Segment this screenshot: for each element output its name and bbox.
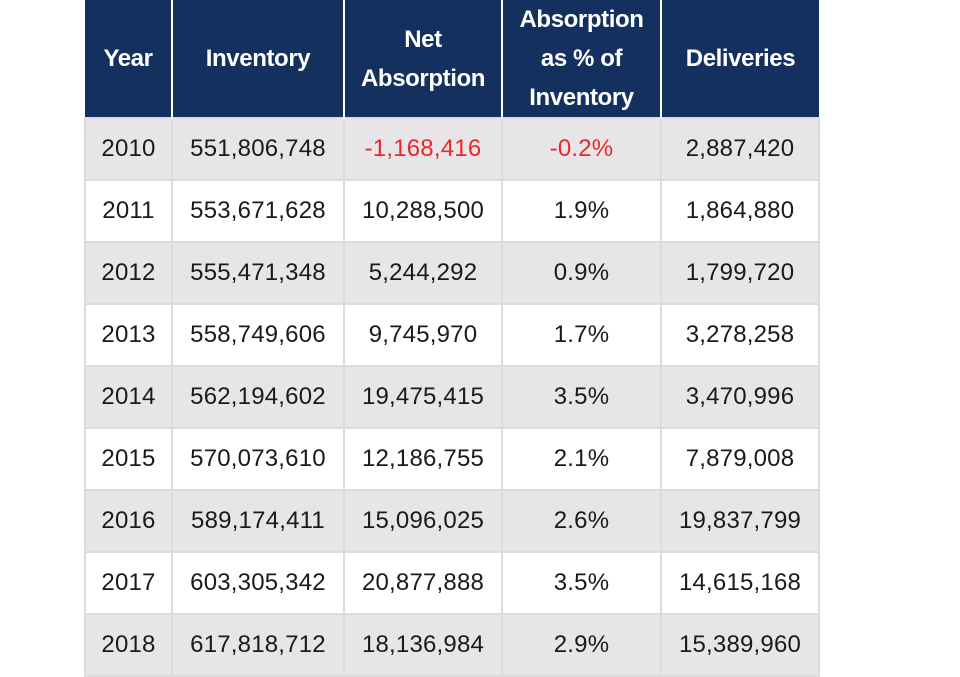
table-row: 2012 555,471,348 5,244,292 0.9% 1,799,72… [84, 241, 820, 305]
cell-inventory: 603,305,342 [171, 551, 345, 615]
cell-absorption-pct: 0.9% [501, 241, 662, 305]
cell-deliveries: 2,887,420 [660, 117, 820, 181]
table-row: 2018 617,818,712 18,136,984 2.9% 15,389,… [84, 613, 820, 677]
cell-absorption-pct: 1.9% [501, 179, 662, 243]
cell-absorption-pct: -0.2% [501, 117, 662, 181]
cell-deliveries: 3,278,258 [660, 303, 820, 367]
table-row: 2013 558,749,606 9,745,970 1.7% 3,278,25… [84, 303, 820, 367]
inventory-table-container: Year Inventory Net Absorption Absorption… [84, 0, 820, 677]
table-row: 2014 562,194,602 19,475,415 3.5% 3,470,9… [84, 365, 820, 429]
header-row: Year Inventory Net Absorption Absorption… [85, 0, 819, 118]
header-deliveries: Deliveries [661, 0, 819, 118]
cell-year: 2012 [84, 241, 173, 305]
cell-year: 2011 [84, 179, 173, 243]
cell-year: 2014 [84, 365, 173, 429]
cell-deliveries: 1,799,720 [660, 241, 820, 305]
cell-year: 2018 [84, 613, 173, 677]
table-row: 2010 551,806,748 -1,168,416 -0.2% 2,887,… [84, 117, 820, 181]
table-row: 2015 570,073,610 12,186,755 2.1% 7,879,0… [84, 427, 820, 491]
inventory-table: Year Inventory Net Absorption Absorption… [84, 0, 820, 677]
cell-deliveries: 3,470,996 [660, 365, 820, 429]
cell-net-absorption: 18,136,984 [343, 613, 503, 677]
cell-year: 2015 [84, 427, 173, 491]
cell-net-absorption: 19,475,415 [343, 365, 503, 429]
cell-net-absorption: 12,186,755 [343, 427, 503, 491]
table-row: 2017 603,305,342 20,877,888 3.5% 14,615,… [84, 551, 820, 615]
cell-absorption-pct: 2.9% [501, 613, 662, 677]
cell-absorption-pct: 2.1% [501, 427, 662, 491]
cell-year: 2016 [84, 489, 173, 553]
cell-year: 2010 [84, 117, 173, 181]
cell-deliveries: 15,389,960 [660, 613, 820, 677]
cell-net-absorption: -1,168,416 [343, 117, 503, 181]
cell-inventory: 562,194,602 [171, 365, 345, 429]
cell-net-absorption: 15,096,025 [343, 489, 503, 553]
header-net-absorption: Net Absorption [344, 0, 503, 118]
cell-inventory: 589,174,411 [171, 489, 345, 553]
cell-deliveries: 1,864,880 [660, 179, 820, 243]
cell-deliveries: 7,879,008 [660, 427, 820, 491]
cell-net-absorption: 5,244,292 [343, 241, 503, 305]
cell-net-absorption: 10,288,500 [343, 179, 503, 243]
header-inventory: Inventory [172, 0, 345, 118]
cell-absorption-pct: 2.6% [501, 489, 662, 553]
cell-net-absorption: 20,877,888 [343, 551, 503, 615]
cell-absorption-pct: 3.5% [501, 551, 662, 615]
cell-year: 2017 [84, 551, 173, 615]
cell-net-absorption: 9,745,970 [343, 303, 503, 367]
table-row: 2016 589,174,411 15,096,025 2.6% 19,837,… [84, 489, 820, 553]
cell-inventory: 617,818,712 [171, 613, 345, 677]
cell-inventory: 570,073,610 [171, 427, 345, 491]
cell-deliveries: 14,615,168 [660, 551, 820, 615]
cell-deliveries: 19,837,799 [660, 489, 820, 553]
cell-inventory: 555,471,348 [171, 241, 345, 305]
header-absorption-pct: Absorption as % of Inventory [502, 0, 662, 118]
header-year: Year [85, 0, 173, 118]
cell-inventory: 551,806,748 [171, 117, 345, 181]
cell-inventory: 558,749,606 [171, 303, 345, 367]
cell-year: 2013 [84, 303, 173, 367]
cell-inventory: 553,671,628 [171, 179, 345, 243]
cell-absorption-pct: 1.7% [501, 303, 662, 367]
table-row: 2011 553,671,628 10,288,500 1.9% 1,864,8… [84, 179, 820, 243]
table-body: 2010 551,806,748 -1,168,416 -0.2% 2,887,… [84, 117, 820, 677]
cell-absorption-pct: 3.5% [501, 365, 662, 429]
table-header: Year Inventory Net Absorption Absorption… [85, 0, 819, 118]
